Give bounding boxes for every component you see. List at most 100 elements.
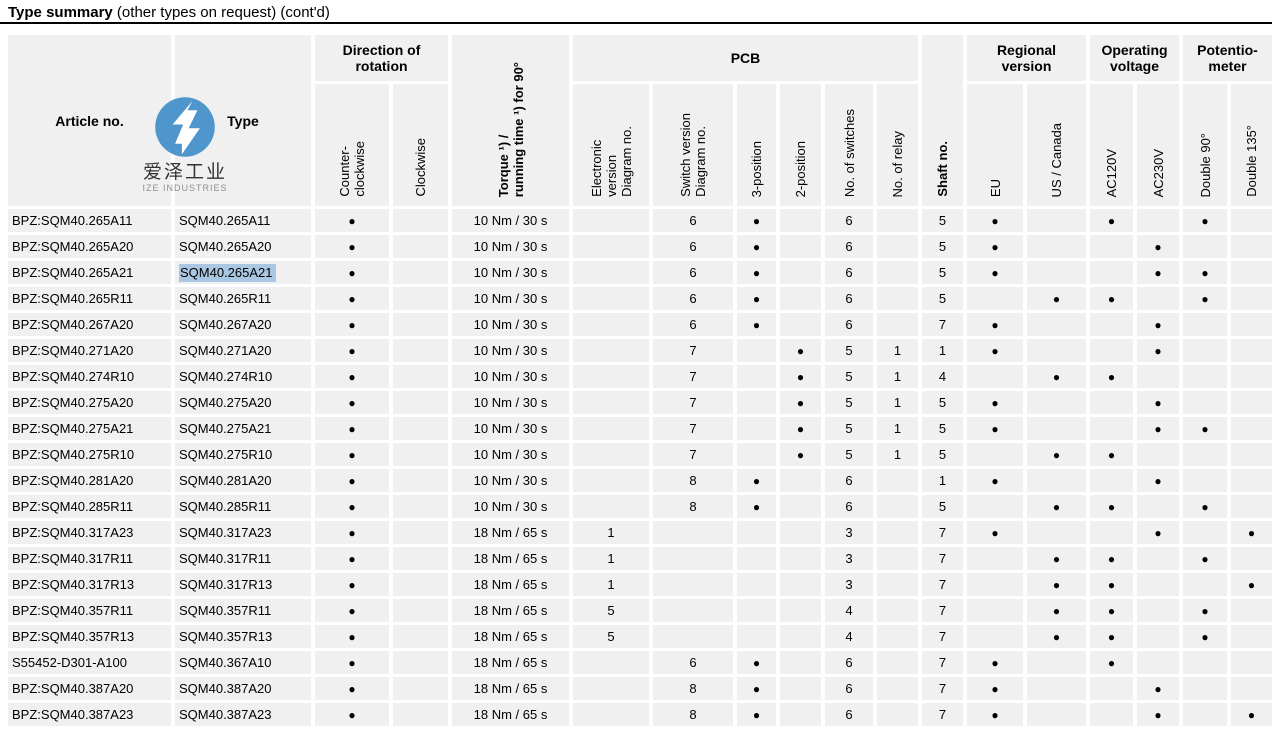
cell-sw: 6 <box>653 651 733 674</box>
cell-d90 <box>1183 339 1227 362</box>
cell-sw: 6 <box>653 313 733 336</box>
cell-cw <box>393 495 448 518</box>
cell-p3 <box>737 365 776 388</box>
cell-nsw: 5 <box>825 391 873 414</box>
cell-p3: ● <box>737 287 776 310</box>
header-group-direction: Direction of rotation <box>315 35 448 81</box>
cell-p3: ● <box>737 261 776 284</box>
cell-type: SQM40.317R11 <box>175 547 311 570</box>
cell-type: SQM40.265R11 <box>175 287 311 310</box>
logo-latin-text: IZE INDUSTRIES <box>142 183 228 193</box>
cell-torque: 18 Nm / 65 s <box>452 599 569 622</box>
cell-nsw: 5 <box>825 365 873 388</box>
cell-relay: 1 <box>877 417 918 440</box>
cell-v230 <box>1137 547 1179 570</box>
cell-sw <box>653 547 733 570</box>
cell-p2 <box>780 495 821 518</box>
cell-elec <box>573 677 649 700</box>
cell-d90 <box>1183 365 1227 388</box>
cell-eu: ● <box>967 651 1023 674</box>
cell-d135 <box>1231 209 1272 232</box>
cell-p3: ● <box>737 313 776 336</box>
cell-eu: ● <box>967 677 1023 700</box>
cell-sw: 8 <box>653 677 733 700</box>
header-electronic-version: Electronic version Diagram no. <box>573 84 649 206</box>
page-title-rest: (other types on request) (cont'd) <box>112 4 330 21</box>
cell-v230: ● <box>1137 261 1179 284</box>
cell-torque: 18 Nm / 65 s <box>452 573 569 596</box>
cell-torque: 10 Nm / 30 s <box>452 365 569 388</box>
cell-elec <box>573 495 649 518</box>
cell-ccw: ● <box>315 521 389 544</box>
cell-torque: 10 Nm / 30 s <box>452 209 569 232</box>
cell-sw: 6 <box>653 261 733 284</box>
header-p3-label: 3-position <box>749 140 764 197</box>
cell-eu: ● <box>967 261 1023 284</box>
cell-shaft: 5 <box>922 287 963 310</box>
cell-d135 <box>1231 417 1272 440</box>
cell-torque: 10 Nm / 30 s <box>452 313 569 336</box>
header-group-regional: Regional version <box>967 35 1086 81</box>
cell-type: SQM40.357R11 <box>175 599 311 622</box>
cell-sw: 7 <box>653 417 733 440</box>
cell-d135 <box>1231 651 1272 674</box>
cell-cw <box>393 365 448 388</box>
cell-d135 <box>1231 365 1272 388</box>
cell-article: BPZ:SQM40.265R11 <box>8 287 171 310</box>
cell-ccw: ● <box>315 261 389 284</box>
cell-nsw: 4 <box>825 625 873 648</box>
cell-v230 <box>1137 573 1179 596</box>
cell-nsw: 5 <box>825 339 873 362</box>
cell-nsw: 6 <box>825 235 873 258</box>
cell-torque: 10 Nm / 30 s <box>452 469 569 492</box>
cell-p2 <box>780 313 821 336</box>
cell-p3 <box>737 547 776 570</box>
cell-article: BPZ:SQM40.275R10 <box>8 443 171 466</box>
cell-sw: 7 <box>653 443 733 466</box>
cell-cw <box>393 339 448 362</box>
header-sw-label: Switch version Diagram no. <box>678 113 708 197</box>
cell-d135 <box>1231 599 1272 622</box>
cell-eu: ● <box>967 521 1023 544</box>
cell-d90 <box>1183 391 1227 414</box>
cell-d90 <box>1183 521 1227 544</box>
cell-ccw: ● <box>315 365 389 388</box>
cell-sw: 6 <box>653 235 733 258</box>
cell-elec: 5 <box>573 625 649 648</box>
cell-eu <box>967 443 1023 466</box>
cell-p3 <box>737 625 776 648</box>
cell-v230 <box>1137 287 1179 310</box>
cell-nsw: 4 <box>825 599 873 622</box>
cell-cw <box>393 599 448 622</box>
cell-d135: ● <box>1231 703 1272 726</box>
cell-v120 <box>1090 235 1133 258</box>
cell-p2 <box>780 547 821 570</box>
cell-article: BPZ:SQM40.317A23 <box>8 521 171 544</box>
header-eu-label: EU <box>987 178 1003 197</box>
cell-v120: ● <box>1090 495 1133 518</box>
cell-shaft: 4 <box>922 365 963 388</box>
header-elec-label: Electronic version Diagram no. <box>588 126 634 197</box>
cell-eu <box>967 573 1023 596</box>
logo-cjk-text: 爱泽工业 <box>142 162 227 183</box>
cell-us <box>1027 313 1086 336</box>
cell-d90 <box>1183 573 1227 596</box>
header-ac120v: AC120V <box>1090 84 1133 206</box>
cell-type: SQM40.285R11 <box>175 495 311 518</box>
cell-v230 <box>1137 443 1179 466</box>
header-nsw-label: No. of switches <box>841 108 857 197</box>
header-torque-label: Torque ¹) / running time ¹) for 90° <box>495 61 526 197</box>
cell-relay <box>877 469 918 492</box>
cell-sw: 6 <box>653 287 733 310</box>
header-switch-version: Switch version Diagram no. <box>653 84 733 206</box>
cell-torque: 18 Nm / 65 s <box>452 651 569 674</box>
cell-sw <box>653 599 733 622</box>
cell-ccw: ● <box>315 417 389 440</box>
cell-article: BPZ:SQM40.267A20 <box>8 313 171 336</box>
cell-sw <box>653 573 733 596</box>
cell-ccw: ● <box>315 573 389 596</box>
cell-cw <box>393 443 448 466</box>
cell-torque: 18 Nm / 65 s <box>452 521 569 544</box>
cell-cw <box>393 469 448 492</box>
cell-shaft: 7 <box>922 703 963 726</box>
